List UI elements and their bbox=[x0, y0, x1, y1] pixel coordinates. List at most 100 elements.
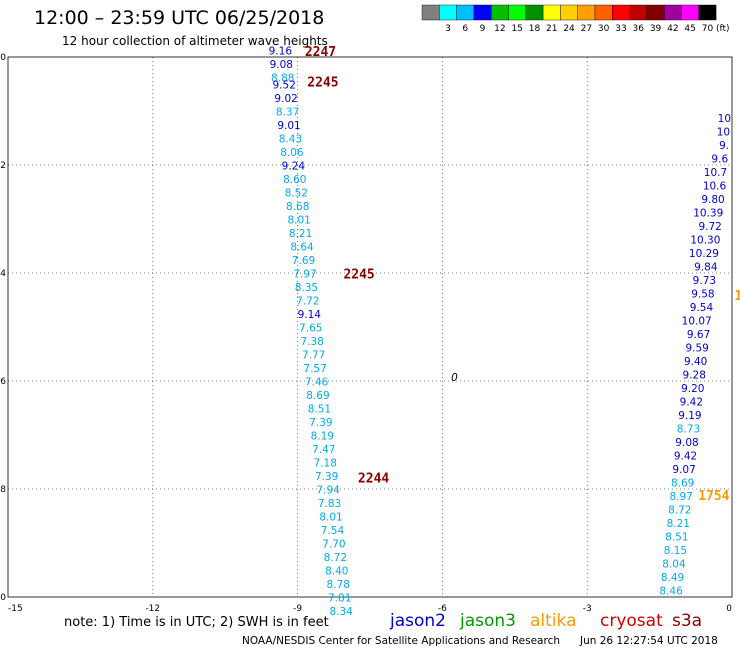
color-scale-label: 9 bbox=[480, 24, 486, 34]
y-tick-label: -12 bbox=[0, 161, 6, 171]
color-scale-swatch bbox=[698, 4, 717, 21]
x-tick-label: -3 bbox=[583, 604, 592, 614]
color-scale-swatch bbox=[525, 4, 544, 21]
x-tick-label: -15 bbox=[8, 604, 23, 614]
data-point: 9.6 bbox=[711, 153, 728, 165]
data-point: 8.37 bbox=[276, 106, 299, 118]
data-point: 9.40 bbox=[684, 356, 707, 368]
color-scale-swatch bbox=[491, 4, 509, 21]
color-scale-swatch bbox=[560, 4, 578, 21]
data-point: 9.59 bbox=[685, 342, 708, 354]
color-scale-label: 24 bbox=[563, 24, 575, 34]
data-point: 7.81 bbox=[328, 592, 351, 604]
color-scale-swatch bbox=[456, 4, 475, 21]
data-point: 8.01 bbox=[287, 214, 310, 226]
data-point: 8.46 bbox=[659, 585, 683, 597]
data-point: 8.60 bbox=[283, 174, 306, 186]
color-scale-label: 15 bbox=[511, 24, 522, 34]
color-scale-label: 12 bbox=[494, 24, 505, 34]
data-point: 8.43 bbox=[279, 133, 302, 145]
data-point: 8.06 bbox=[280, 147, 304, 159]
data-point: 8.21 bbox=[289, 228, 312, 240]
data-point: 8.72 bbox=[324, 552, 347, 564]
color-scale-swatch bbox=[473, 4, 492, 21]
x-tick-label: 0 bbox=[726, 604, 732, 614]
time-tag: 2247 bbox=[305, 45, 336, 60]
data-point: 7.94 bbox=[316, 484, 340, 496]
legend-item-jason2: jason2 bbox=[389, 611, 446, 631]
data-point: 10.29 bbox=[689, 248, 719, 260]
data-point: 10.07 bbox=[682, 315, 712, 327]
x-tick-label: -12 bbox=[145, 604, 160, 614]
satellite-legend: jason2 jason3 altika cryosat s3a bbox=[389, 611, 702, 631]
chart-subtitle: 12 hour collection of altimeter wave hei… bbox=[62, 34, 328, 48]
data-point: 9.08 bbox=[270, 59, 293, 71]
legend-item-s3a: s3a bbox=[672, 611, 702, 631]
data-point: 8.49 bbox=[661, 572, 684, 584]
data-point: 7.77 bbox=[302, 349, 325, 361]
legend-item-jason3: jason3 bbox=[459, 611, 516, 631]
time-tag: 1 bbox=[734, 289, 740, 304]
data-point: 9.84 bbox=[694, 261, 718, 273]
data-point: 9.28 bbox=[683, 369, 706, 381]
data-point: 7.47 bbox=[312, 444, 335, 456]
data-point: 7.83 bbox=[318, 498, 341, 510]
data-point: 10.30 bbox=[690, 234, 720, 246]
data-point: 9.19 bbox=[678, 410, 701, 422]
data-point: 9.54 bbox=[690, 302, 714, 314]
data-point: 8.64 bbox=[290, 241, 314, 253]
data-point: 8.01 bbox=[319, 511, 342, 523]
data-point: 9.42 bbox=[674, 450, 697, 462]
track-marker: 0 bbox=[451, 372, 458, 384]
color-scale-swatch bbox=[542, 4, 561, 21]
data-point: 8.35 bbox=[295, 282, 318, 294]
data-point: 7.72 bbox=[296, 295, 319, 307]
data-point: 8.73 bbox=[677, 423, 700, 435]
data-point: 8.34 bbox=[329, 606, 353, 618]
data-point: 9.72 bbox=[698, 221, 721, 233]
data-point: 8.51 bbox=[665, 531, 688, 543]
color-scale-label: 30 bbox=[598, 24, 610, 34]
data-point: 8.04 bbox=[662, 558, 686, 570]
data-point: 9.58 bbox=[691, 288, 714, 300]
plot-frame bbox=[7, 56, 733, 598]
color-scale-label: 70 bbox=[702, 24, 714, 34]
data-point: 7.39 bbox=[309, 417, 332, 429]
data-point: 9. bbox=[719, 140, 729, 152]
legend-item-altika: altika bbox=[530, 611, 577, 631]
color-scale-swatch bbox=[421, 4, 440, 21]
color-scale-label: 18 bbox=[529, 24, 541, 34]
color-scale-label: 45 bbox=[684, 24, 695, 34]
color-scale-swatch bbox=[594, 4, 613, 21]
data-point: 9.24 bbox=[282, 160, 306, 172]
color-scale-swatch bbox=[577, 4, 596, 21]
y-tick-label: -10 bbox=[0, 53, 6, 63]
data-point: 8.51 bbox=[308, 403, 331, 415]
data-point: 9.80 bbox=[701, 194, 724, 206]
data-point: 9.42 bbox=[680, 396, 703, 408]
color-scale: 3 6 9 12 15 18 21 24 27 30 33 36 39 42 45 70 bbox=[421, 4, 717, 34]
color-scale-swatch bbox=[629, 4, 648, 21]
data-point: 8.97 bbox=[670, 491, 693, 503]
data-point: 10 bbox=[718, 113, 731, 125]
data-point: 8.21 bbox=[667, 518, 690, 530]
data-point: 7.97 bbox=[293, 268, 316, 280]
y-tick-label: -16 bbox=[0, 377, 6, 387]
data-point: 7.65 bbox=[299, 322, 322, 334]
data-point: 8.40 bbox=[325, 565, 348, 577]
color-scale-swatch bbox=[508, 4, 526, 21]
data-point: 9.73 bbox=[693, 275, 716, 287]
color-scale-unit: (ft) bbox=[716, 24, 730, 34]
data-point: 9.67 bbox=[687, 329, 710, 341]
y-tick-label: -18 bbox=[0, 485, 6, 495]
data-point: 8.52 bbox=[285, 187, 308, 199]
plot-area: -15-12-9-6-30-10-12-14-16-18-209.169.088… bbox=[0, 45, 740, 618]
color-scale-label: 33 bbox=[615, 24, 626, 34]
data-point: 7.46 bbox=[305, 376, 329, 388]
data-point: 7.69 bbox=[292, 255, 315, 267]
data-point: 7.70 bbox=[322, 538, 345, 550]
data-point: 9.01 bbox=[277, 120, 300, 132]
time-tag: 2245 bbox=[307, 76, 338, 91]
data-point: 7.38 bbox=[300, 336, 323, 348]
